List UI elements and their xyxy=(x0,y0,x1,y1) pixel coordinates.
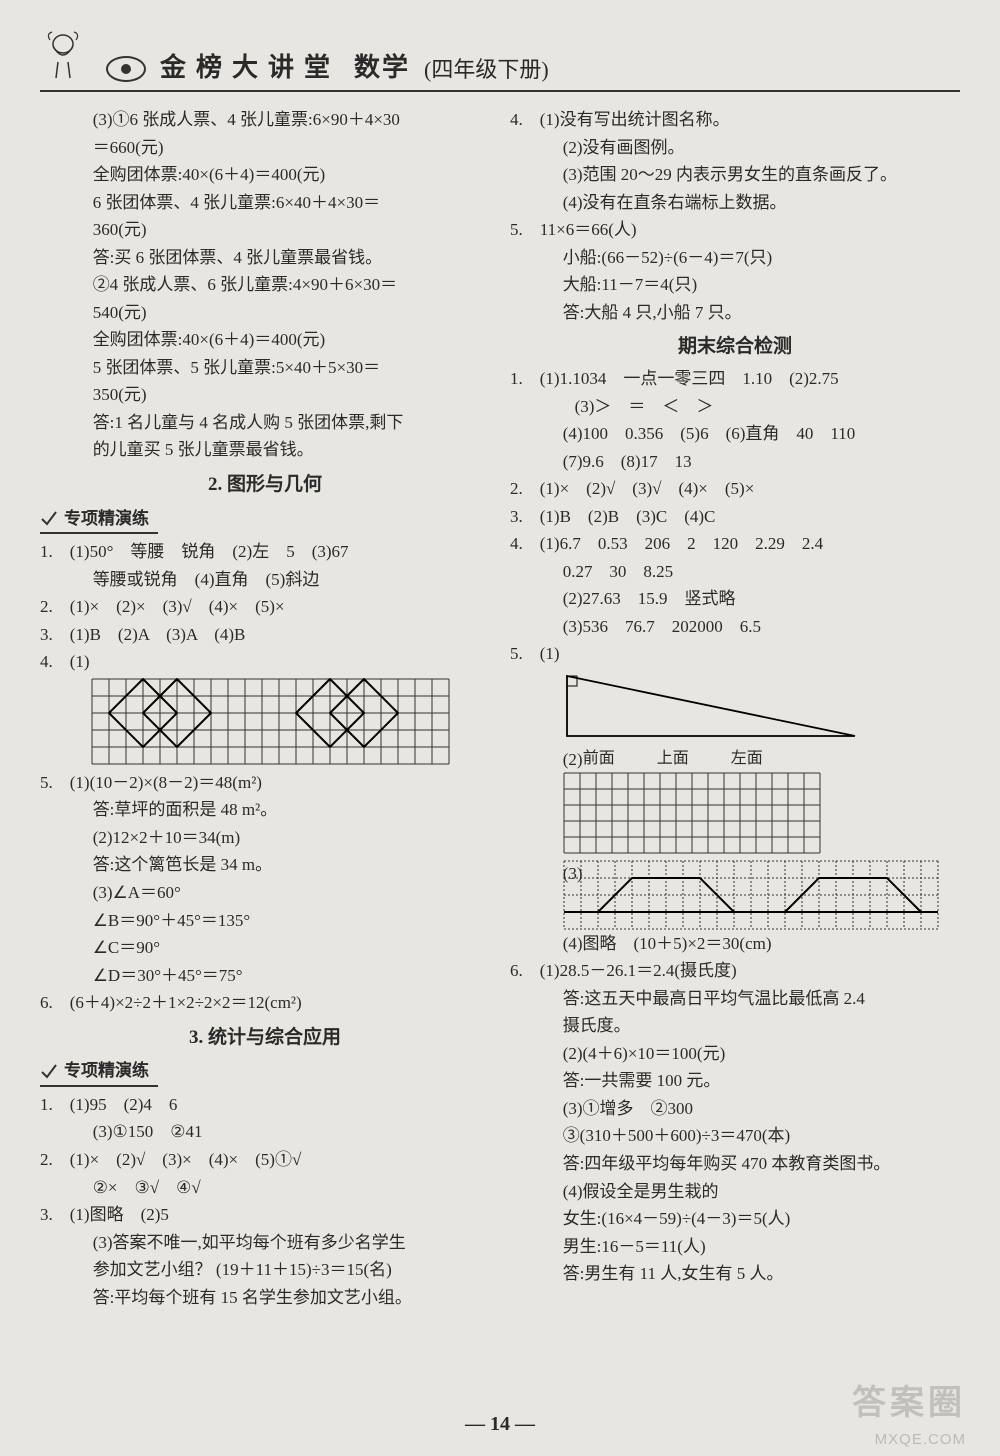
text-line: ∠C＝90° xyxy=(40,934,490,962)
figure-grid-trapezoid xyxy=(563,860,939,930)
text-line: 答:草坪的面积是 48 m²。 xyxy=(40,796,490,824)
text-line: 答:四年级平均每年购买 470 本教育类图书。 xyxy=(510,1150,960,1178)
text-line: (3)536 76.7 202000 6.5 xyxy=(510,613,960,641)
text-line: 1. (1)95 (2)4 6 xyxy=(40,1091,490,1119)
label-left: 左面 xyxy=(731,746,763,772)
text-line: 等腰或锐角 (4)直角 (5)斜边 xyxy=(40,566,490,594)
view-labels: 前面 上面 左面 xyxy=(583,746,960,772)
text-line: 3. (1)B (2)A (3)A (4)B xyxy=(40,621,490,649)
text-line: 答:买 6 张团体票、4 张儿童票最省钱。 xyxy=(40,244,490,272)
pencil-check-icon xyxy=(40,509,58,527)
figure-grid-views xyxy=(563,772,821,854)
text-line: 小船:(66－52)÷(6－4)＝7(只) xyxy=(510,244,960,272)
text-line: (2)27.63 15.9 竖式略 xyxy=(510,585,960,613)
text-line: ②4 张成人票、6 张儿童票:4×90＋6×30＝ xyxy=(40,271,490,299)
text-line: 答:这五天中最高日平均气温比最低高 2.4 xyxy=(510,985,960,1013)
text-line: 1. (1)1.1034 一点一零三四 1.10 (2)2.75 xyxy=(510,365,960,393)
watermark: 答案圈 xyxy=(852,1375,966,1424)
page: 金榜大讲堂 数学 (四年级下册) (3)①6 张成人票、4 张儿童票:6×90＋… xyxy=(0,0,1000,1456)
section-title: 2. 图形与几何 xyxy=(40,470,490,501)
text-line: 1. (1)50° 等腰 锐角 (2)左 5 (3)67 xyxy=(40,538,490,566)
practice-label: 专项精演练 xyxy=(64,505,149,533)
text-line: (4)图略 (10＋5)×2＝30(cm) xyxy=(510,930,960,958)
text-line: 6. (1)28.5－26.1＝2.4(摄氏度) xyxy=(510,957,960,985)
text-line: 350(元) xyxy=(40,381,490,409)
text-line: (2) xyxy=(510,746,563,774)
text-line: 参加文艺小组？ (19＋11＋15)÷3＝15(名) xyxy=(40,1256,490,1284)
text-line: (3)∠A＝60° xyxy=(40,879,490,907)
text-line: 5. (1)(10－2)×(8－2)＝48(m²) xyxy=(40,769,490,797)
page-header: 金榜大讲堂 数学 (四年级下册) xyxy=(40,28,960,92)
left-column: (3)①6 张成人票、4 张儿童票:6×90＋4×30 ＝660(元) 全购团体… xyxy=(40,106,490,1311)
text-line: 6. (6＋4)×2÷2＋1×2÷2×2＝12(cm²) xyxy=(40,989,490,1017)
practice-label: 专项精演练 xyxy=(64,1057,149,1085)
text-line: 的儿童买 5 张儿童票最省钱。 xyxy=(40,436,490,464)
text-line: 5. 11×6＝66(人) xyxy=(510,216,960,244)
text-line: 3. (1)B (2)B (3)C (4)C xyxy=(510,503,960,531)
label-top: 上面 xyxy=(657,746,689,772)
mascot-icon xyxy=(40,28,86,84)
text-line: 大船:11－7＝4(只) xyxy=(510,271,960,299)
text-line: 全购团体票:40×(6＋4)＝400(元) xyxy=(40,161,490,189)
text-line: (2)没有画图例。 xyxy=(510,134,960,162)
figure-triangle xyxy=(561,670,960,742)
text-line: 4. (1) xyxy=(40,648,490,676)
text-line: 男生:16－5＝11(人) xyxy=(510,1233,960,1261)
text-line: (7)9.6 (8)17 13 xyxy=(510,448,960,476)
section-title: 期末综合检测 xyxy=(510,332,960,363)
text-line: 6 张团体票、4 张儿童票:6×40＋4×30＝ xyxy=(40,189,490,217)
text-line: (3)＞ ＝ ＜ ＞ xyxy=(510,393,960,421)
text-line: (2)12×2＋10＝34(m) xyxy=(40,824,490,852)
text-line: 答:男生有 11 人,女生有 5 人。 xyxy=(510,1260,960,1288)
text-line: 答:平均每个班有 15 名学生参加文艺小组。 xyxy=(40,1284,490,1312)
pencil-check-icon xyxy=(40,1062,58,1080)
label-front: 前面 xyxy=(583,746,615,772)
text-line: ②× ③√ ④√ xyxy=(40,1174,490,1202)
watermark-url: MXQE.COM xyxy=(875,1431,966,1448)
right-column: 4. (1)没有写出统计图名称。 (2)没有画图例。 (3)范围 20～29 内… xyxy=(510,106,960,1311)
text-line: 答:1 名儿童与 4 名成人购 5 张团体票,剩下 xyxy=(40,409,490,437)
text-line: ＝660(元) xyxy=(40,134,490,162)
practice-heading: 专项精演练 xyxy=(40,505,158,535)
subject: 数学 xyxy=(354,47,410,84)
eye-icon xyxy=(106,56,146,82)
text-line: (3)①6 张成人票、4 张儿童票:6×90＋4×30 xyxy=(40,106,490,134)
text-line: (4)假设全是男生栽的 xyxy=(510,1178,960,1206)
figure-grid-diamonds xyxy=(91,678,490,765)
text-line: (2)(4＋6)×10＝100(元) xyxy=(510,1040,960,1068)
text-line: 答:一共需要 100 元。 xyxy=(510,1067,960,1095)
text-line: ③(310＋500＋600)÷3＝470(本) xyxy=(510,1122,960,1150)
text-line: 2. (1)× (2)√ (3)√ (4)× (5)× xyxy=(510,475,960,503)
text-line: 3. (1)图略 (2)5 xyxy=(40,1201,490,1229)
text-line: 4. (1)没有写出统计图名称。 xyxy=(510,106,960,134)
text-line: (3)答案不唯一,如平均每个班有多少名学生 xyxy=(40,1229,490,1257)
text-line: ∠B＝90°＋45°＝135° xyxy=(40,907,490,935)
text-line: 5. (1) xyxy=(510,640,960,668)
text-line: 2. (1)× (2)× (3)√ (4)× (5)× xyxy=(40,593,490,621)
page-number: — 14 — xyxy=(0,1413,1000,1436)
text-line: 360(元) xyxy=(40,216,490,244)
practice-heading: 专项精演练 xyxy=(40,1057,158,1087)
text-line: (3)①150 ②41 xyxy=(40,1118,490,1146)
text-line: 女生:(16×4－59)÷(4－3)＝5(人) xyxy=(510,1205,960,1233)
text-line: (3)①增多 ②300 xyxy=(510,1095,960,1123)
grade: (四年级下册) xyxy=(424,52,549,84)
text-line: ∠D＝30°＋45°＝75° xyxy=(40,962,490,990)
text-line: 540(元) xyxy=(40,299,490,327)
text-line: (3) xyxy=(510,860,563,888)
text-line: 4. (1)6.7 0.53 206 2 120 2.29 2.4 xyxy=(510,530,960,558)
content-columns: (3)①6 张成人票、4 张儿童票:6×90＋4×30 ＝660(元) 全购团体… xyxy=(40,106,960,1311)
book-title: 金榜大讲堂 xyxy=(160,47,340,84)
text-line: 5 张团体票、5 张儿童票:5×40＋5×30＝ xyxy=(40,354,490,382)
text-line: 答:大船 4 只,小船 7 只。 xyxy=(510,299,960,327)
text-line: 2. (1)× (2)√ (3)× (4)× (5)①√ xyxy=(40,1146,490,1174)
text-line: 摄氏度。 xyxy=(510,1012,960,1040)
text-line: (3)范围 20～29 内表示男女生的直条画反了。 xyxy=(510,161,960,189)
text-line: (4)100 0.356 (5)6 (6)直角 40 110 xyxy=(510,420,960,448)
text-line: (4)没有在直条右端标上数据。 xyxy=(510,189,960,217)
text-line: 答:这个篱笆长是 34 m。 xyxy=(40,851,490,879)
section-title: 3. 统计与综合应用 xyxy=(40,1023,490,1054)
text-line: 全购团体票:40×(6＋4)＝400(元) xyxy=(40,326,490,354)
text-line: 0.27 30 8.25 xyxy=(510,558,960,586)
